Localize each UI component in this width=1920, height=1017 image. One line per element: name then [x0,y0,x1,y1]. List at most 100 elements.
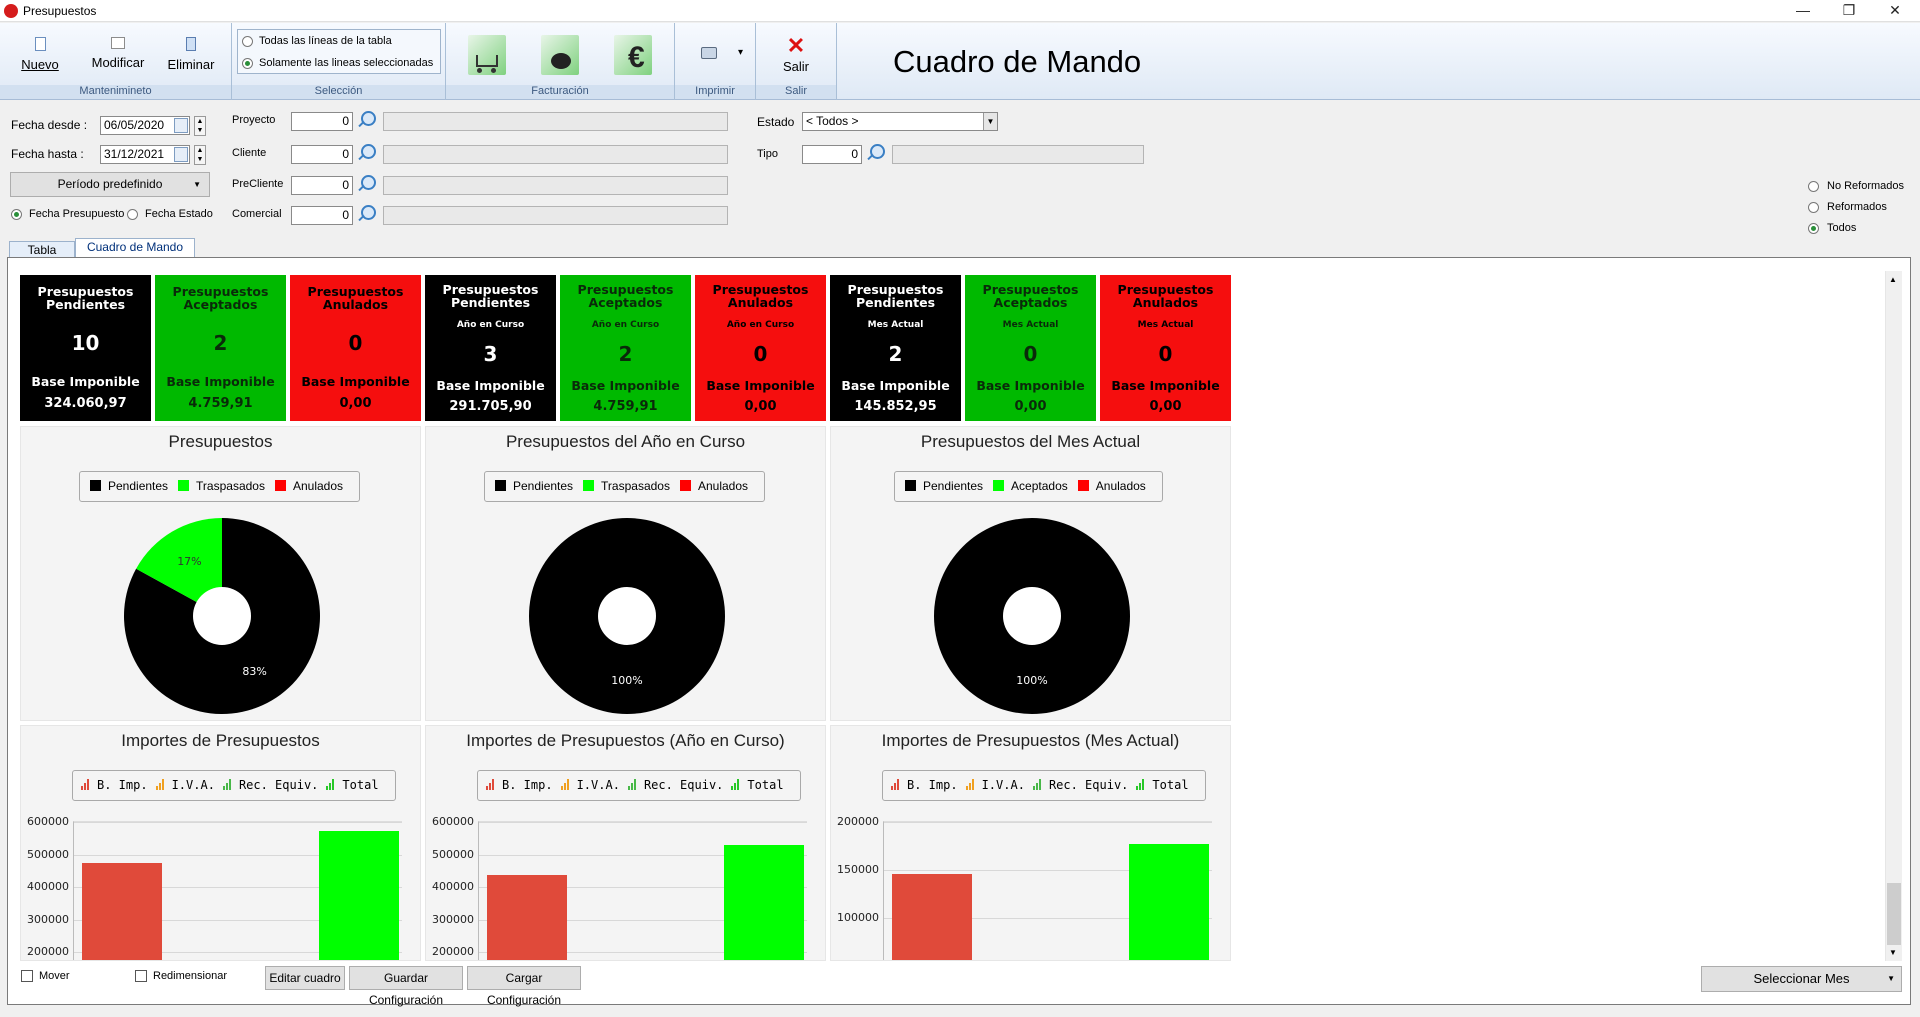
radio-no-reformados[interactable] [1808,181,1819,192]
radio-reformados[interactable] [1808,202,1819,213]
bar-chart: Importes de Presupuestos (Mes Actual) B. … [830,725,1231,961]
legend-label: Pendientes [108,479,169,493]
card-title-2: Aceptados [993,295,1068,310]
salir-button[interactable]: ✕ Salir [774,33,818,75]
tab-cuadro-de-mando[interactable]: Cuadro de Mando [75,238,195,258]
redimensionar-checkbox[interactable] [135,970,147,982]
cliente-input[interactable]: 0 [291,145,353,164]
print-dropdown-arrow[interactable]: ▾ [738,47,744,58]
nuevo-button[interactable]: Nuevo [20,37,60,72]
vertical-scrollbar[interactable]: ▲ ▼ [1885,271,1902,961]
card-amount: 0,00 [1014,399,1047,414]
legend-label: Total [342,778,379,792]
bar-chart-icon [486,779,497,790]
card-title: Presupuestos [1117,282,1214,297]
kpi-card: Presupuestos Anulados 0 Base Imponible 0,00 [290,275,421,421]
card-title-2: Anulados [727,295,794,310]
periodo-predefinido-dropdown[interactable]: Período predefinido ▼ [10,172,210,197]
search-icon[interactable] [356,174,376,194]
card-subtitle: Año en Curso [726,320,795,330]
shopping-cart-icon[interactable] [468,35,506,75]
seleccionar-mes-dropdown[interactable]: Seleccionar Mes ▼ [1701,966,1902,992]
card-amount: 145.852,95 [854,399,937,414]
todos-label: Todos [1827,222,1857,234]
chevron-down-icon: ▼ [193,180,201,189]
bar-chart-icon [1032,779,1044,790]
legend-swatch [905,480,916,491]
tipo-input[interactable]: 0 [802,145,862,164]
group-label: Imprimir [675,85,755,99]
grid-line [884,870,1212,871]
card-amount: 0,00 [339,396,372,411]
no-reformados-label: No Reformados [1827,180,1905,192]
grid-line [74,952,402,953]
search-icon[interactable] [356,204,376,224]
kpi-card: Presupuestos Aceptados Mes Actual 0 Base Imp… [965,275,1096,421]
legend-swatch [993,480,1005,491]
bar [1129,844,1209,960]
calendar-icon[interactable] [174,147,188,162]
salir-label: Salir [782,59,809,74]
card-title-2: Aceptados [588,295,663,310]
fecha-desde-input[interactable]: 06/05/2020 [100,116,190,135]
y-tick-label: 500000 [27,847,69,861]
euro-icon[interactable]: € [614,35,652,75]
grid-line [479,822,807,823]
estado-select[interactable]: < Todos > ▼ [802,112,998,131]
precliente-input[interactable]: 0 [291,176,353,195]
radio-todos[interactable] [1808,223,1819,234]
close-x-icon: ✕ [786,33,806,58]
legend-label: Total [747,778,784,792]
comercial-description [383,206,728,225]
legend-swatch [274,480,286,491]
eliminar-button[interactable]: Eliminar [163,37,219,72]
search-icon[interactable] [356,143,376,163]
pie-slice-label: 83% [242,665,266,678]
kpi-card: Presupuestos Anulados Año en Curso 0 Base Im… [695,275,826,421]
scroll-up-icon[interactable]: ▲ [1889,275,1897,284]
legend-label: Rec. Equiv. [238,778,319,792]
maximize-button[interactable]: ❐ [1842,2,1856,18]
scroll-thumb[interactable] [1887,883,1901,945]
estado-value: < Todos > [806,114,859,128]
group-seleccion: Todas las líneas de la tabla Solamente l… [232,23,446,100]
modificar-button[interactable]: Modificar [88,37,148,70]
legend-label: Traspasados [601,479,670,493]
kpi-card: Presupuestos Anulados Mes Actual 0 Base Impo… [1100,275,1231,421]
scroll-down-icon[interactable]: ▼ [1889,948,1897,957]
eliminar-label: Eliminar [167,57,215,72]
minimize-button[interactable]: — [1796,2,1810,18]
calendar-icon[interactable] [174,118,188,133]
cliente-description [383,145,728,164]
editar-cuadro-button[interactable]: Editar cuadro [265,966,345,990]
radio-todas[interactable] [242,36,253,47]
comercial-input[interactable]: 0 [291,206,353,225]
card-title-2: Pendientes [450,295,531,310]
group-label: Salir [756,85,836,99]
bar [82,863,162,960]
group-label: Selección [232,85,445,99]
guardar-configuracion-button[interactable]: Guardar Configuración [349,966,463,1007]
fecha-hasta-spinner[interactable]: ▲ ▼ [194,145,206,165]
card-title-2: Anulados [322,297,389,312]
card-title-2: Anulados [1132,295,1199,310]
group-mantenimiento: Nuevo Modificar Eliminar Mantenimineto [0,23,232,100]
printer-icon[interactable] [701,47,717,59]
mover-checkbox[interactable] [21,970,33,982]
pie-slice-label: 17% [177,555,201,568]
card-title: Presupuestos [712,282,809,297]
fecha-hasta-input[interactable]: 31/12/2021 [100,145,190,164]
legend-label: Traspasados [196,479,265,493]
bar-chart-icon [326,779,337,790]
search-icon[interactable] [865,143,885,163]
close-window-button[interactable]: ✕ [1889,2,1901,18]
invoice-icon[interactable] [541,35,579,75]
radio-fecha-presupuesto[interactable] [11,209,22,220]
proyecto-input[interactable]: 0 [291,112,353,131]
search-icon[interactable] [356,110,376,130]
tab-tabla[interactable]: Tabla [9,241,75,259]
cargar-configuracion-button[interactable]: Cargar Configuración [467,966,581,1007]
fecha-desde-spinner[interactable]: ▲ ▼ [194,116,206,136]
radio-fecha-estado[interactable] [127,209,138,220]
radio-seleccionadas[interactable] [242,58,253,69]
